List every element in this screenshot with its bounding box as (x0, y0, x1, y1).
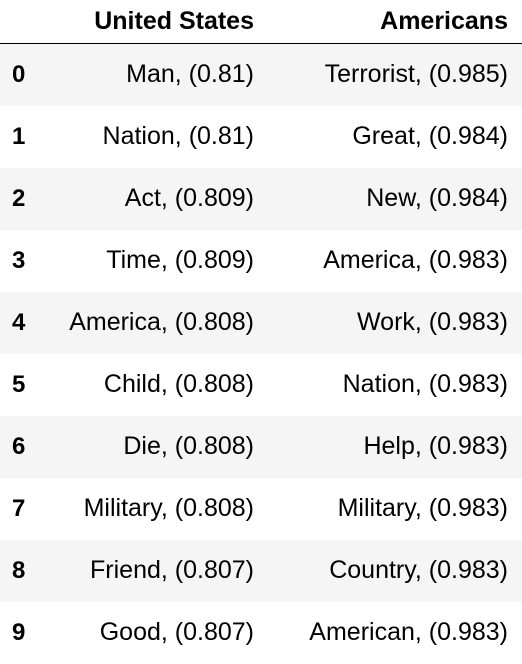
row-index: 3 (12, 246, 26, 274)
cell-united-states: Friend, (0.807) (90, 556, 254, 584)
row-index: 9 (12, 618, 26, 646)
row-index: 2 (12, 184, 26, 212)
row-index: 8 (12, 556, 26, 584)
cell-americans: New, (0.984) (366, 184, 508, 212)
table-row: 7 Military, (0.808) Military, (0.983) (0, 477, 522, 540)
cell-united-states: America, (0.808) (69, 308, 254, 336)
table-header: United States Americans (0, 0, 522, 44)
table-row: 8 Friend, (0.807) Country, (0.983) (0, 539, 522, 602)
row-index: 7 (12, 494, 26, 522)
cell-united-states: Time, (0.809) (106, 246, 254, 274)
header-row: United States Americans (0, 0, 522, 44)
cell-united-states: Child, (0.808) (103, 370, 254, 398)
cell-americans: American, (0.983) (309, 618, 508, 646)
cell-americans: Terrorist, (0.985) (324, 60, 508, 89)
cell-americans: Help, (0.983) (363, 432, 508, 460)
row-index: 5 (12, 370, 26, 398)
cell-united-states: Nation, (0.81) (102, 122, 254, 150)
row-index: 6 (12, 432, 26, 460)
row-index: 4 (12, 308, 26, 336)
cell-americans: Great, (0.984) (352, 122, 508, 150)
cell-americans: Country, (0.983) (329, 556, 508, 584)
row-index: 1 (12, 122, 26, 150)
cell-united-states: Act, (0.809) (124, 184, 254, 212)
cell-united-states: Military, (0.808) (83, 494, 254, 522)
index-header (0, 0, 50, 44)
column-header-united-states: United States (50, 0, 268, 44)
table-row: 1 Nation, (0.81) Great, (0.984) (0, 105, 522, 168)
table-body: 0 Man, (0.81) Terrorist, (0.985) 1 Natio… (0, 43, 522, 664)
table-row: 6 Die, (0.808) Help, (0.983) (0, 415, 522, 478)
table-row: 0 Man, (0.81) Terrorist, (0.985) (0, 43, 522, 106)
column-header-americans: Americans (268, 0, 522, 44)
table-row: 4 America, (0.808) Work, (0.983) (0, 291, 522, 354)
row-index: 0 (12, 60, 26, 88)
cell-americans: Work, (0.983) (357, 308, 508, 336)
cell-americans: America, (0.983) (323, 246, 508, 274)
cell-united-states: Die, (0.808) (123, 432, 254, 460)
table-row: 3 Time, (0.809) America, (0.983) (0, 229, 522, 292)
cell-united-states: Man, (0.81) (126, 60, 254, 89)
table-row: 9 Good, (0.807) American, (0.983) (0, 601, 522, 664)
cell-united-states: Good, (0.807) (99, 618, 254, 646)
table-row: 5 Child, (0.808) Nation, (0.983) (0, 353, 522, 416)
table-row: 2 Act, (0.809) New, (0.984) (0, 167, 522, 230)
cell-americans: Nation, (0.983) (342, 370, 508, 398)
cell-americans: Military, (0.983) (337, 494, 508, 522)
